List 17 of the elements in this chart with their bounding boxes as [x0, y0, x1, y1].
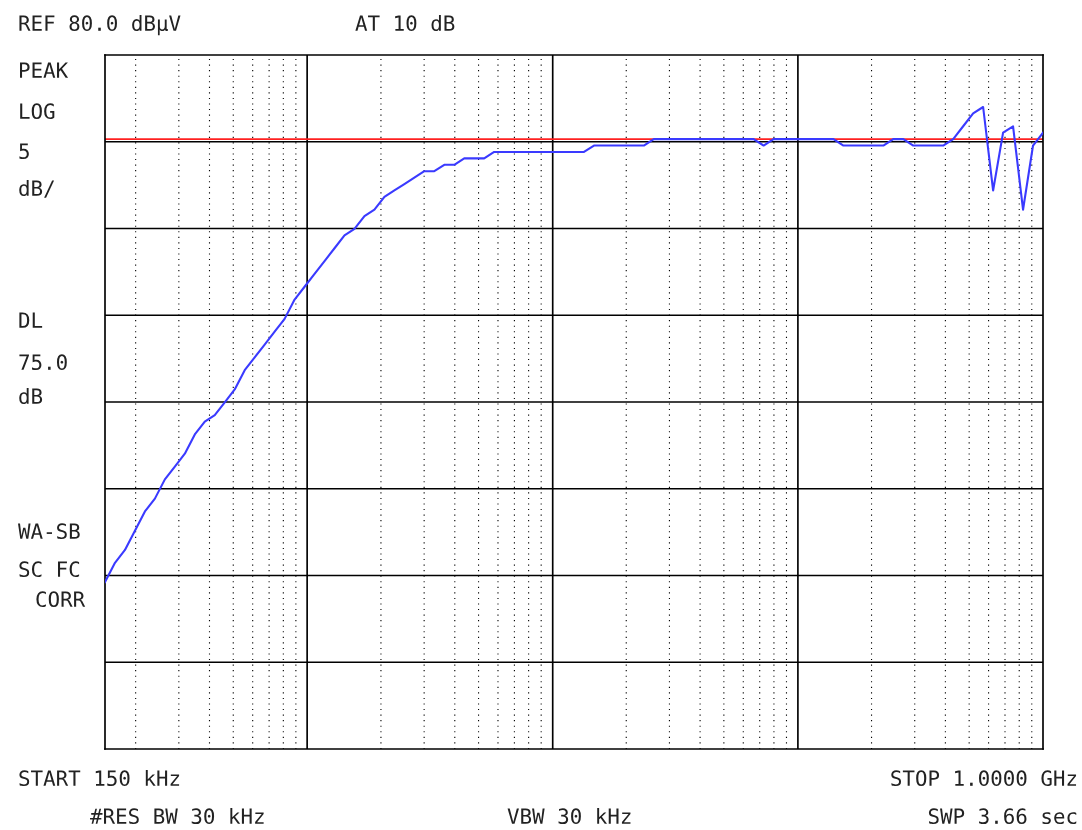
text: dB	[19, 387, 43, 405]
text: LOG	[20, 103, 55, 120]
text: AT 10 dB	[355, 14, 455, 32]
text: STOP 1.0000 GHz	[891, 770, 1077, 787]
text: dB/	[19, 179, 55, 198]
text: REF 80.0 dBµV	[19, 14, 181, 36]
text: VBW 30 kHz	[507, 807, 631, 825]
text: START 150 kHz	[19, 769, 180, 787]
text: DL	[19, 312, 43, 328]
text: WA-SB	[18, 523, 80, 540]
text: PEAK	[20, 62, 69, 78]
text: CORR	[36, 591, 86, 608]
text: SC FC	[19, 561, 80, 578]
text: SWP 3.66 sec	[928, 808, 1077, 825]
text: #RES BW 30 kHz	[90, 807, 264, 825]
text: 5	[19, 143, 29, 160]
text: 75.0	[19, 354, 67, 371]
